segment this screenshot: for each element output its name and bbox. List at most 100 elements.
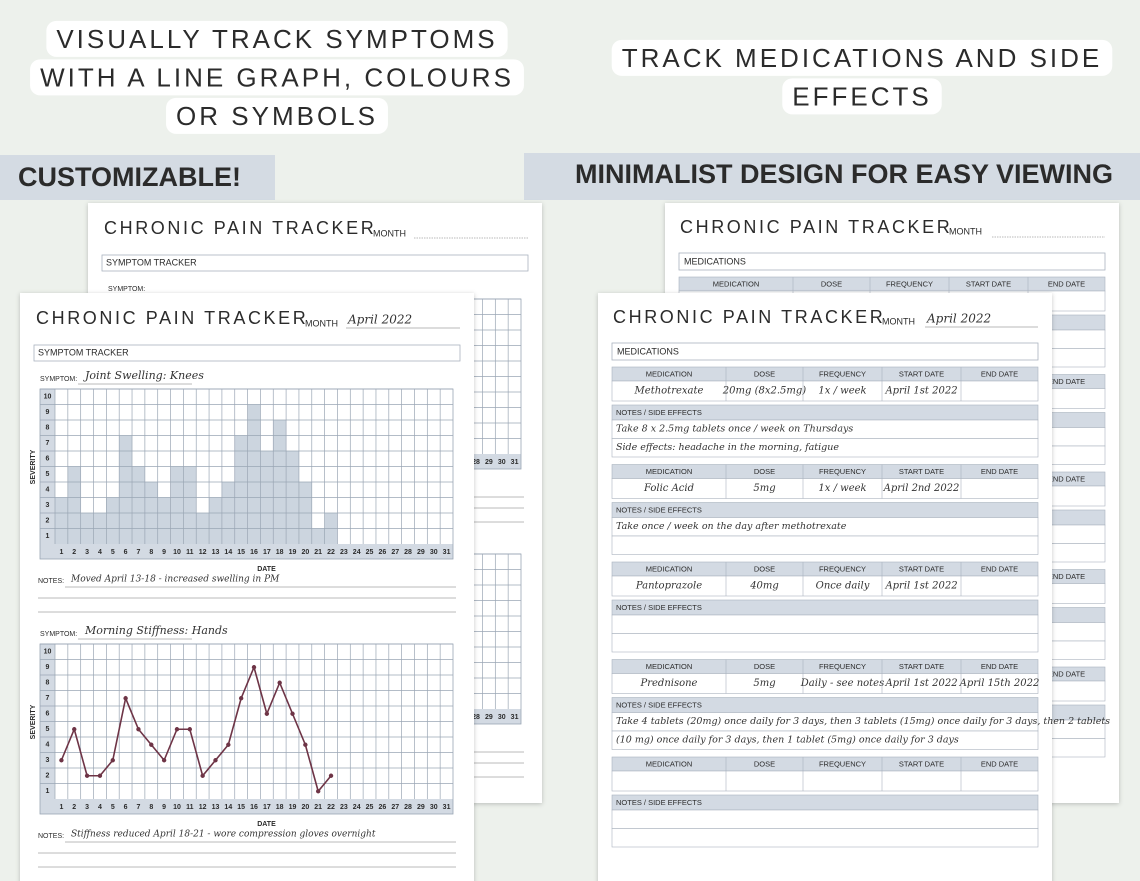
date-label: 27	[391, 804, 399, 811]
month-value: April 2022	[926, 312, 991, 326]
date-label: 1	[59, 549, 63, 556]
table-row	[611, 380, 1039, 402]
sheet-title: CHRONIC PAIN TRACKER	[36, 308, 308, 328]
date-label: 20	[301, 804, 309, 811]
date-label: 1	[59, 804, 63, 811]
point	[328, 773, 334, 778]
date-label: 4	[98, 804, 102, 811]
date-row	[40, 799, 453, 814]
bar	[67, 466, 81, 544]
section-title: MEDICATIONS	[684, 256, 746, 266]
date-label: 10	[173, 804, 181, 811]
column-header: MEDICATION	[646, 564, 693, 573]
notes-row	[611, 730, 1039, 750]
date-label: 21	[314, 549, 322, 556]
date-label: 25	[366, 549, 374, 556]
date-label: 11	[186, 804, 194, 811]
y-tick-label: 4	[46, 487, 50, 494]
point	[149, 742, 154, 747]
symptom-label: SYMPTOM:	[40, 376, 77, 383]
notes-text: Stiffness reduced April 18-21 - wore com…	[71, 830, 376, 840]
y-tick-label: 10	[44, 394, 52, 401]
notes-label: NOTES / SIDE EFFECTS	[616, 505, 702, 514]
column-header: FREQUENCY	[819, 662, 866, 671]
column-header: DOSE	[754, 662, 775, 671]
column-header: END DATE	[1048, 572, 1085, 581]
cell-value: Methotrexate	[634, 386, 704, 397]
date-label: 23	[340, 804, 348, 811]
bar	[247, 404, 261, 544]
bar	[170, 466, 184, 544]
date-label: 14	[224, 549, 232, 556]
notes-text: Moved April 13-18 - increased swelling i…	[70, 575, 280, 585]
date-label: 18	[276, 804, 284, 811]
date-label: 14	[224, 804, 232, 811]
y-tick-label: 9	[46, 409, 50, 416]
column-header: FREQUENCY	[886, 279, 933, 288]
date-label: 12	[199, 804, 207, 811]
column-header: END DATE	[1048, 377, 1085, 386]
section-box	[611, 342, 1039, 361]
headline-line: VISUALLY TRACK SYMPTOMS	[56, 24, 497, 54]
notes-text: Take 4 tablets (20mg) once daily for 3 d…	[616, 716, 1110, 727]
notes-label: NOTES / SIDE EFFECTS	[616, 700, 702, 709]
headline-box	[782, 78, 942, 115]
column-header: DOSE	[754, 467, 775, 476]
bar	[209, 497, 222, 544]
table-row	[611, 575, 1039, 597]
sheet-title: CHRONIC PAIN TRACKER	[680, 217, 952, 237]
notes-row	[611, 614, 1039, 634]
date-label: 28	[404, 549, 412, 556]
date-label: 6	[124, 804, 128, 811]
y-axis-label: SEVERITY	[30, 704, 37, 739]
grid-frame	[39, 643, 454, 815]
column-header: START DATE	[899, 662, 944, 671]
point	[251, 665, 257, 670]
column-header: END DATE	[981, 467, 1018, 476]
banner	[0, 155, 275, 200]
y-tick-label: 2	[46, 518, 50, 525]
date-label: 3	[85, 804, 89, 811]
date-label: 18	[276, 549, 284, 556]
cell-value: 20mg (8x2.5mg)	[722, 386, 806, 397]
date-label: 24	[353, 549, 361, 556]
date-label: 19	[289, 804, 297, 811]
month-label: MONTH	[305, 318, 338, 328]
x-axis-label: DATE	[257, 821, 276, 828]
date-label: 9	[162, 549, 166, 556]
date-label: 28	[472, 714, 480, 721]
cell-value: Folic Acid	[643, 483, 694, 494]
cell-value: Prednisone	[640, 678, 698, 689]
date-label: 26	[378, 549, 386, 556]
notes-label: NOTES / SIDE EFFECTS	[616, 408, 702, 417]
section-title: MEDICATIONS	[617, 346, 679, 356]
y-tick-label: 2	[46, 773, 50, 780]
bar	[55, 497, 68, 544]
date-label: 31	[443, 549, 451, 556]
date-label: 5	[111, 549, 115, 556]
point	[136, 727, 141, 732]
section-title: SYMPTOM TRACKER	[106, 257, 197, 267]
bar	[234, 435, 248, 544]
y-tick-label: 9	[46, 664, 50, 671]
table-row	[611, 770, 1039, 792]
cell-value: 1x / week	[818, 483, 866, 494]
y-tick-label: 7	[46, 440, 50, 447]
notes-text: (10 mg) once daily for 3 days, then 1 ta…	[616, 735, 959, 746]
bar	[132, 466, 145, 544]
y-tick-label: 1	[46, 788, 50, 795]
date-label: 27	[391, 549, 399, 556]
symptom-label: SYMPTOM:	[108, 286, 145, 293]
notes-label: NOTES / SIDE EFFECTS	[616, 798, 702, 807]
column-header: END DATE	[1048, 669, 1085, 678]
headline-box	[30, 59, 524, 96]
notes-label: NOTES / SIDE EFFECTS	[616, 603, 702, 612]
date-label: 8	[149, 804, 153, 811]
point	[110, 758, 115, 763]
date-label: 11	[186, 549, 194, 556]
table-row	[611, 673, 1039, 694]
notes-label: NOTES:	[38, 833, 64, 840]
point	[84, 773, 90, 778]
notes-row	[611, 535, 1039, 555]
table-row	[611, 478, 1039, 499]
